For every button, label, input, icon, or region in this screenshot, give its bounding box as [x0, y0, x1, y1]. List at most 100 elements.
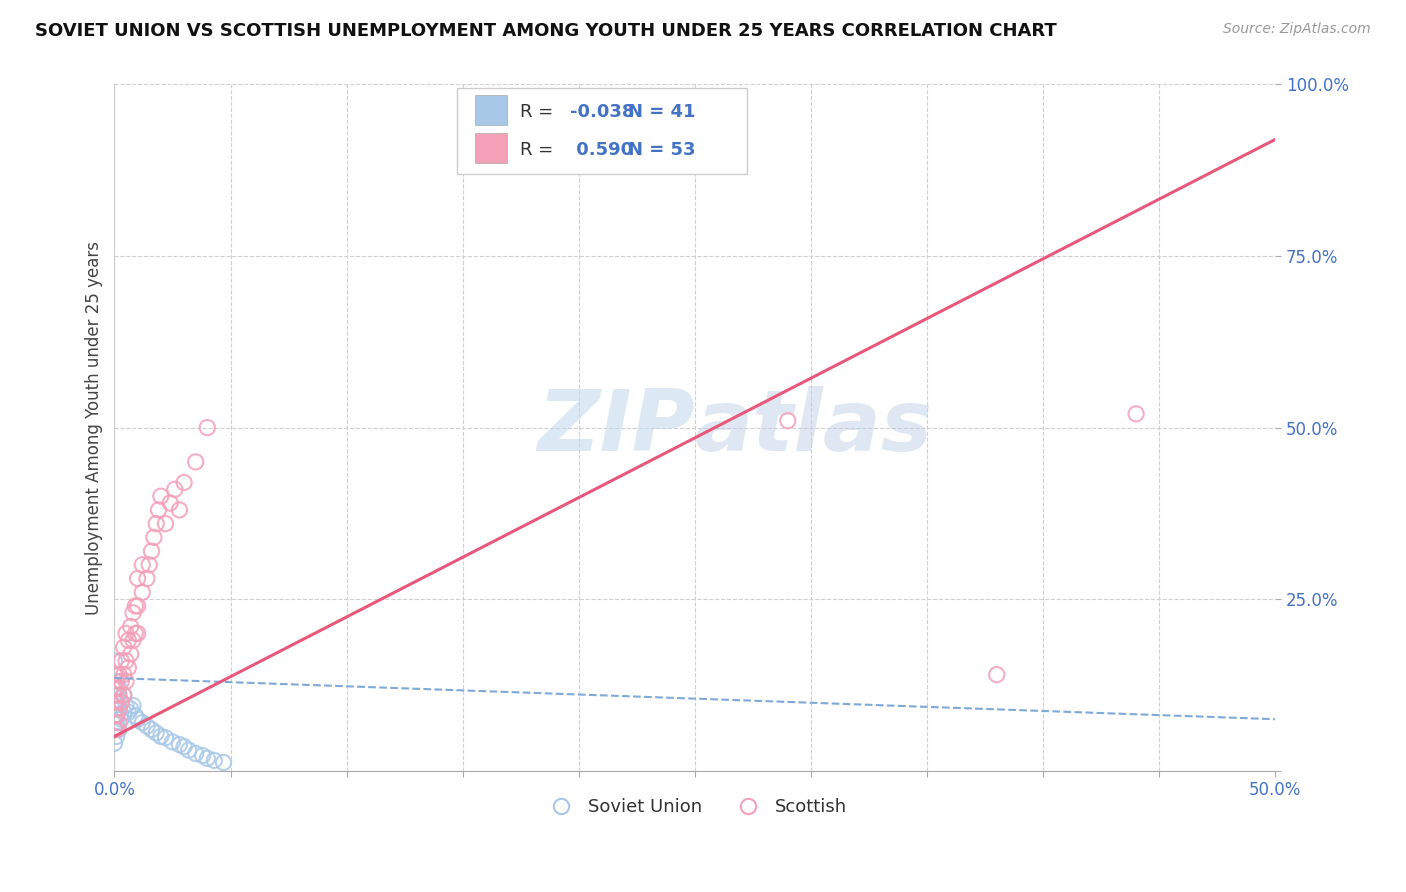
Legend: Soviet Union, Scottish: Soviet Union, Scottish: [536, 791, 853, 823]
Point: [103, 678, 125, 692]
Point: [138, 558, 160, 572]
Point: [159, 496, 181, 510]
Text: N = 41: N = 41: [627, 103, 695, 120]
Point: [105, 708, 128, 723]
Point: [184, 455, 207, 469]
Point: [110, 695, 132, 709]
Point: [131, 585, 153, 599]
Point: [105, 667, 128, 681]
Point: [110, 695, 132, 709]
Point: [124, 626, 146, 640]
Point: [105, 702, 128, 716]
Text: Source: ZipAtlas.com: Source: ZipAtlas.com: [1223, 22, 1371, 37]
Point: [105, 695, 128, 709]
Point: [191, 748, 214, 763]
Text: atlas: atlas: [695, 386, 934, 469]
Point: [127, 572, 149, 586]
Point: [155, 516, 177, 531]
Point: [162, 735, 184, 749]
Point: [110, 654, 132, 668]
Point: [1125, 407, 1147, 421]
Point: [149, 489, 172, 503]
Point: [108, 715, 131, 730]
FancyBboxPatch shape: [457, 88, 747, 174]
Point: [103, 667, 125, 681]
Point: [115, 626, 138, 640]
Point: [115, 674, 138, 689]
Point: [103, 698, 125, 713]
Point: [103, 654, 125, 668]
Point: [110, 712, 132, 726]
Text: ZIP: ZIP: [537, 386, 695, 469]
Point: [108, 681, 131, 696]
Point: [108, 702, 131, 716]
Point: [135, 719, 157, 733]
Point: [169, 503, 191, 517]
Text: 0.590: 0.590: [569, 141, 633, 159]
Point: [141, 723, 163, 737]
Point: [105, 681, 128, 696]
Point: [112, 640, 135, 655]
Point: [120, 619, 142, 633]
Point: [177, 743, 200, 757]
FancyBboxPatch shape: [475, 95, 506, 125]
Point: [142, 530, 165, 544]
Point: [115, 654, 138, 668]
Point: [110, 674, 132, 689]
Text: -0.038: -0.038: [569, 103, 634, 120]
Point: [195, 751, 218, 765]
Point: [103, 681, 125, 696]
Point: [127, 599, 149, 613]
Text: R =: R =: [520, 141, 558, 159]
Point: [141, 544, 163, 558]
Point: [163, 483, 186, 497]
Point: [120, 647, 142, 661]
Point: [103, 688, 125, 702]
Point: [155, 731, 177, 745]
Point: [103, 723, 125, 737]
Point: [112, 706, 135, 720]
Point: [122, 606, 145, 620]
FancyBboxPatch shape: [475, 133, 506, 162]
Point: [108, 667, 131, 681]
Text: SOVIET UNION VS SCOTTISH UNEMPLOYMENT AMONG YOUTH UNDER 25 YEARS CORRELATION CHA: SOVIET UNION VS SCOTTISH UNEMPLOYMENT AM…: [35, 22, 1057, 40]
Point: [127, 712, 149, 726]
Point: [112, 688, 135, 702]
Point: [112, 667, 135, 681]
Point: [149, 730, 172, 744]
Point: [103, 736, 125, 750]
Point: [195, 420, 218, 434]
Point: [124, 599, 146, 613]
Point: [145, 516, 167, 531]
Point: [105, 723, 128, 737]
Text: R =: R =: [520, 103, 558, 120]
Point: [117, 633, 139, 648]
Point: [122, 698, 145, 713]
Point: [124, 708, 146, 723]
Point: [117, 706, 139, 720]
Point: [112, 688, 135, 702]
Point: [173, 475, 195, 490]
Point: [103, 708, 125, 723]
Point: [120, 702, 142, 716]
Point: [103, 708, 125, 723]
Point: [108, 688, 131, 702]
Point: [202, 753, 225, 767]
Point: [776, 414, 799, 428]
Point: [986, 667, 1008, 681]
Point: [122, 633, 145, 648]
Point: [173, 739, 195, 754]
Point: [108, 702, 131, 716]
Point: [108, 723, 131, 737]
Point: [169, 738, 191, 752]
Point: [135, 572, 157, 586]
Point: [105, 730, 128, 744]
Point: [103, 723, 125, 737]
Point: [184, 747, 207, 761]
Point: [148, 503, 170, 517]
Point: [105, 674, 128, 689]
Point: [105, 688, 128, 702]
Text: N = 53: N = 53: [627, 141, 695, 159]
Y-axis label: Unemployment Among Youth under 25 years: Unemployment Among Youth under 25 years: [86, 241, 103, 615]
Point: [212, 756, 235, 770]
